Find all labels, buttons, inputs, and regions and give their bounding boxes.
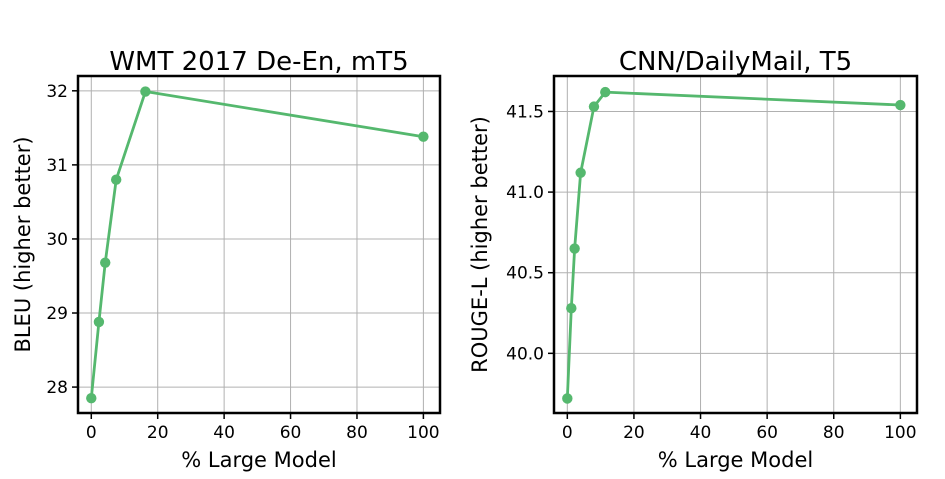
plot-frame <box>76 74 442 415</box>
x-tick-label: 20 <box>147 423 169 443</box>
series-line <box>565 90 901 399</box>
x-axis-label: % Large Model <box>658 448 813 472</box>
data-point <box>110 174 122 185</box>
data-point <box>418 131 429 142</box>
x-tick-label: 40 <box>213 423 235 443</box>
y-axis-label: BLEU (higher better) <box>11 136 35 352</box>
y-tick-label: 30 <box>46 230 68 250</box>
data-point <box>100 257 111 268</box>
y-tick-label: 40.5 <box>506 264 544 284</box>
y-tick-label: 29 <box>46 304 68 324</box>
x-tick-label: 60 <box>756 423 778 443</box>
x-tick-label: 100 <box>407 423 439 443</box>
y-tick-label: 40.0 <box>506 344 544 364</box>
y-tick-label: 41.5 <box>506 102 544 122</box>
y-tick-label: 32 <box>46 82 68 102</box>
plot-frame <box>552 74 919 415</box>
data-point <box>569 243 580 254</box>
x-axis-label: % Large Model <box>181 448 336 472</box>
x-tick-label: 0 <box>562 423 573 443</box>
x-tick-label: 80 <box>346 423 368 443</box>
chart-panel-rouge: 0 20 40 60 80 100 40.0 40.5 41.0 41.5 CNN/DailyMai… <box>468 47 919 472</box>
data-point <box>588 101 600 112</box>
data-point <box>86 392 97 404</box>
chart-panel-bleu: 0 20 40 60 80 100 28 29 30 31 32 WMT 2017 De-En, mT… <box>11 47 442 472</box>
data-point <box>575 167 586 178</box>
data-point <box>562 393 573 404</box>
y-tick-label: 31 <box>46 156 68 176</box>
x-tick-label: 20 <box>623 423 645 443</box>
data-point <box>93 316 105 328</box>
chart-title: CNN/DailyMail, T5 <box>619 47 852 77</box>
chart-title: WMT 2017 De-En, mT5 <box>109 47 408 77</box>
x-tick-label: 60 <box>280 423 302 443</box>
data-point <box>140 86 151 97</box>
y-tick-label: 28 <box>46 378 68 398</box>
series-line <box>89 90 424 399</box>
data-point <box>895 99 906 111</box>
data-point <box>566 302 577 314</box>
y-axis-label: ROUGE-L (higher better) <box>468 116 492 373</box>
data-point <box>600 86 611 98</box>
x-tick-label: 100 <box>884 423 916 443</box>
x-tick-label: 40 <box>690 423 712 443</box>
x-tick-label: 80 <box>823 423 845 443</box>
x-tick-label: 0 <box>86 423 97 443</box>
y-tick-label: 41.0 <box>506 183 544 203</box>
